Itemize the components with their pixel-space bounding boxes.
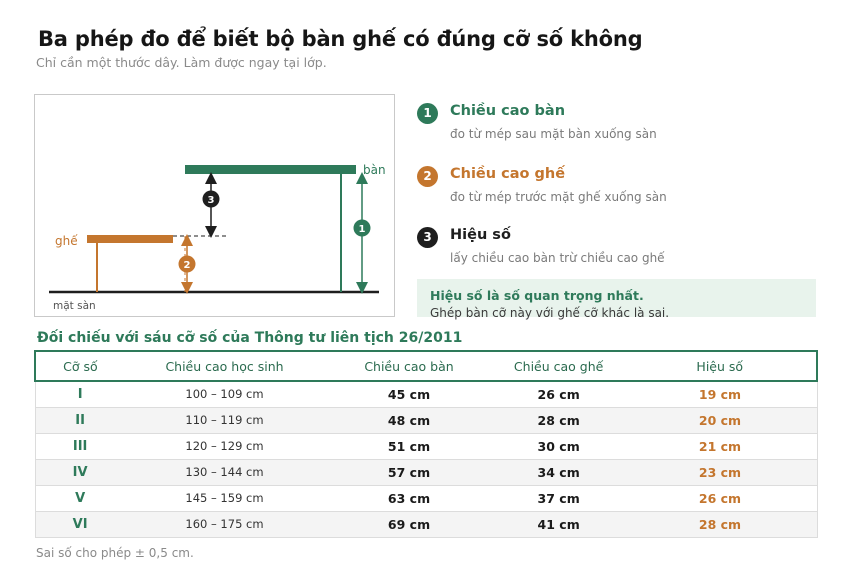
page-title: Ba phép đo để biết bộ bàn ghế có đúng cỡ…: [38, 27, 643, 51]
cell-table-height: 45 cm: [324, 381, 494, 408]
step-3-title: Hiệu số: [450, 227, 511, 243]
chair-seat: [87, 235, 173, 243]
step-3-badge: 3: [417, 227, 438, 248]
step-2-desc: đo từ mép trước mặt ghế xuống sàn: [450, 190, 667, 204]
cell-student-height: 160 – 175 cm: [124, 511, 325, 538]
cell-difference: 23 cm: [623, 459, 818, 486]
cell-difference: 26 cm: [623, 485, 818, 512]
cell-student-height: 145 – 159 cm: [124, 485, 325, 512]
cell-chair-height: 30 cm: [493, 433, 624, 460]
cell-difference: 19 cm: [623, 381, 818, 408]
cell-student-height: 110 – 119 cm: [124, 407, 325, 434]
measurement-diagram: mặt sàn bàn 1 ghế 2 3: [34, 94, 395, 317]
marker-1-circle: [353, 219, 371, 237]
table-row: VI 160 – 175 cm 69 cm 41 cm 28 cm: [34, 511, 818, 538]
step-2-title: Chiều cao ghế: [450, 166, 566, 182]
step-2-badge: 2: [417, 166, 438, 187]
cell-difference: 20 cm: [623, 407, 818, 434]
table-header-row: Cỡ số Chiều cao học sinh Chiều cao bàn C…: [34, 350, 818, 382]
cell-table-height: 69 cm: [324, 511, 494, 538]
cell-size: I: [34, 381, 125, 408]
step-1-badge: 1: [417, 103, 438, 124]
cell-chair-height: 41 cm: [493, 511, 624, 538]
table-row: II 110 – 119 cm 48 cm 28 cm 20 cm: [34, 407, 818, 434]
cell-table-height: 57 cm: [324, 459, 494, 486]
marker-3-label: 3: [208, 195, 215, 206]
cell-difference: 28 cm: [623, 511, 818, 538]
table-top: [185, 165, 356, 174]
cell-table-height: 48 cm: [324, 407, 494, 434]
cell-chair-height: 37 cm: [493, 485, 624, 512]
floor-label: mặt sàn: [53, 300, 96, 312]
table-row: III 120 – 129 cm 51 cm 30 cm 21 cm: [34, 433, 818, 460]
step-3-desc: lấy chiều cao bàn trừ chiều cao ghế: [450, 251, 665, 265]
page-subtitle: Chỉ cần một thước dây. Làm được ngay tại…: [36, 55, 327, 70]
cell-size: II: [34, 407, 125, 434]
marker-2-label: 2: [184, 260, 191, 271]
cell-student-height: 130 – 144 cm: [124, 459, 325, 486]
marker-1-label: 1: [359, 224, 366, 235]
note-title: Hiệu số là số quan trọng nhất.: [430, 288, 644, 303]
footnote: Sai số cho phép ± 0,5 cm.: [36, 546, 194, 560]
chair-label: ghế: [55, 234, 78, 248]
marker-2-circle: [178, 255, 196, 273]
cell-chair-height: 26 cm: [493, 381, 624, 408]
step-1-desc: đo từ mép sau mặt bàn xuống sàn: [450, 127, 657, 141]
cell-size: IV: [34, 459, 125, 486]
cell-size: VI: [34, 511, 125, 538]
header-table-height: Chiều cao bàn: [324, 350, 494, 382]
step-1-title: Chiều cao bàn: [450, 103, 566, 119]
cell-table-height: 63 cm: [324, 485, 494, 512]
cell-size: V: [34, 485, 125, 512]
cell-chair-height: 28 cm: [493, 407, 624, 434]
table-title: Đối chiếu với sáu cỡ số của Thông tư liê…: [37, 330, 463, 346]
header-difference: Hiệu số: [623, 350, 818, 382]
cell-difference: 21 cm: [623, 433, 818, 460]
header-student-height: Chiều cao học sinh: [124, 350, 325, 382]
cell-student-height: 120 – 129 cm: [124, 433, 325, 460]
cell-chair-height: 34 cm: [493, 459, 624, 486]
table-label: bàn: [363, 163, 386, 177]
cell-size: III: [34, 433, 125, 460]
table-row: IV 130 – 144 cm 57 cm 34 cm 23 cm: [34, 459, 818, 486]
key-note: Hiệu số là số quan trọng nhất. Ghép bàn …: [417, 279, 816, 320]
note-text: Ghép bàn cỡ này với ghế cỡ khác là sai.: [430, 306, 670, 320]
header-chair-height: Chiều cao ghế: [493, 350, 624, 382]
table-row: V 145 – 159 cm 63 cm 37 cm 26 cm: [34, 485, 818, 512]
cell-table-height: 51 cm: [324, 433, 494, 460]
size-table: Cỡ số Chiều cao học sinh Chiều cao bàn C…: [34, 350, 818, 538]
cell-student-height: 100 – 109 cm: [124, 381, 325, 408]
marker-3-circle: [202, 190, 220, 208]
table-row: I 100 – 109 cm 45 cm 26 cm 19 cm: [34, 381, 818, 408]
header-size: Cỡ số: [34, 350, 125, 382]
